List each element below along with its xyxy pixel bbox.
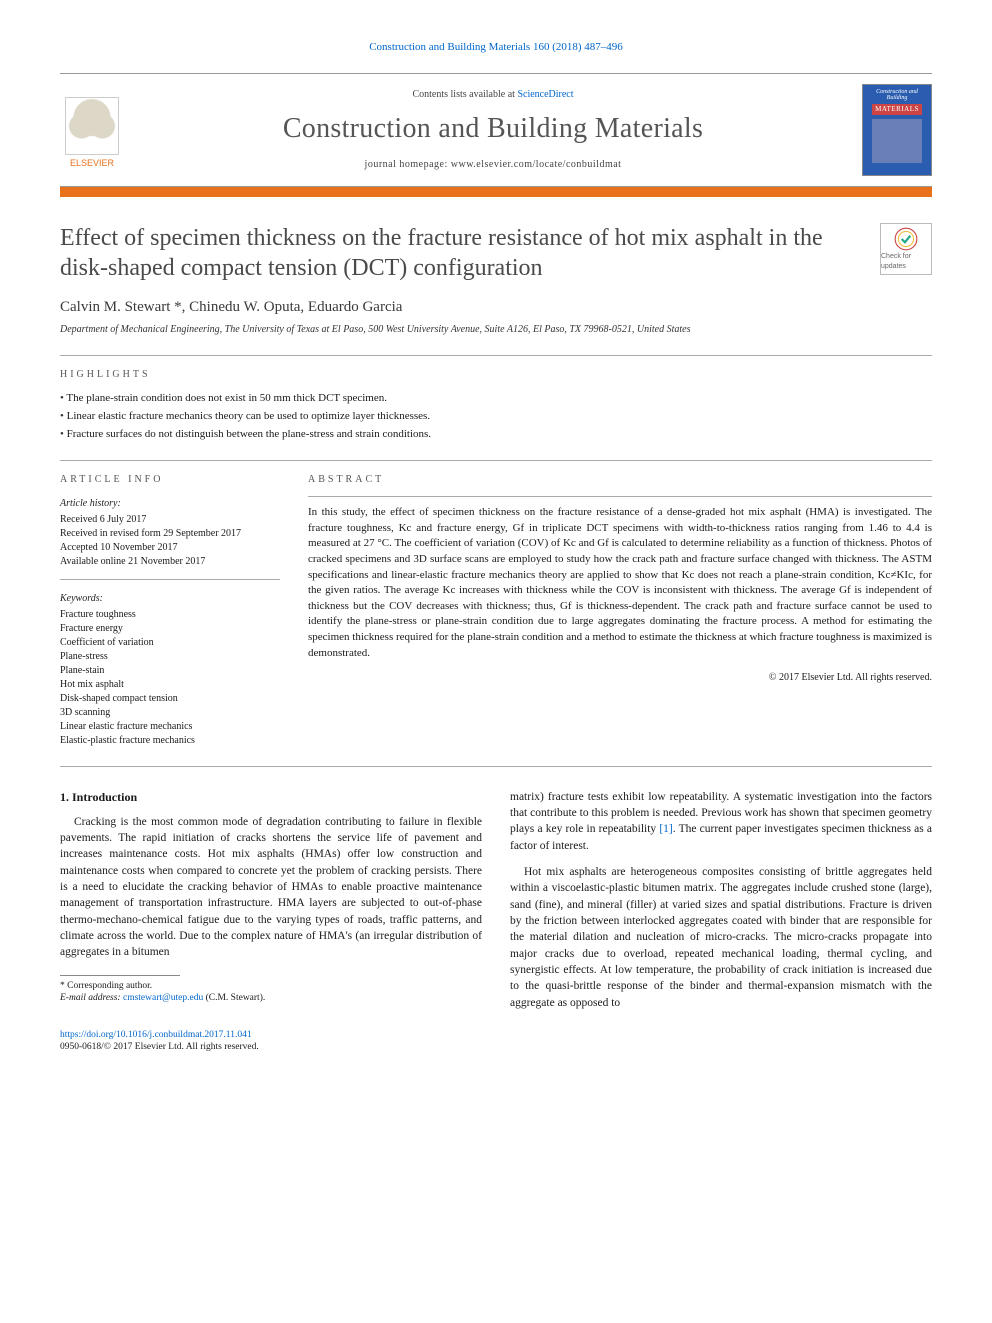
cover-band: MATERIALS: [872, 104, 922, 115]
article-info-column: article info Article history: Received 6…: [60, 473, 280, 748]
rule-2: [60, 460, 932, 461]
keyword: Fracture energy: [60, 622, 280, 636]
homepage-url[interactable]: www.elsevier.com/locate/conbuildmat: [451, 159, 622, 170]
rule-3: [60, 766, 932, 767]
email-who: (C.M. Stewart).: [203, 993, 265, 1003]
email-label: E-mail address:: [60, 993, 123, 1003]
masthead: ELSEVIER Contents lists available at Sci…: [60, 73, 932, 187]
email-link[interactable]: cmstewart@utep.edu: [123, 993, 203, 1003]
corresponding-author: * Corresponding author.: [60, 980, 482, 992]
rule-1: [60, 355, 932, 356]
elsevier-logo[interactable]: ELSEVIER: [60, 91, 124, 169]
intro-heading: 1. Introduction: [60, 789, 482, 806]
keyword: Linear elastic fracture mechanics: [60, 720, 280, 734]
keyword: Hot mix asphalt: [60, 678, 280, 692]
article-info-heading: article info: [60, 473, 280, 487]
cover-title: Construction and Building: [867, 89, 927, 102]
orange-rule: [60, 187, 932, 197]
highlight-item: The plane-strain condition does not exis…: [60, 391, 932, 406]
sciencedirect-link[interactable]: ScienceDirect: [517, 89, 573, 100]
crossmark-badge[interactable]: Check for updates: [880, 223, 932, 275]
intro-paragraph-1: Cracking is the most common mode of degr…: [60, 814, 482, 961]
history-received: Received 6 July 2017: [60, 513, 280, 527]
rule-abstract-top: [308, 496, 932, 497]
keywords-heading: Keywords:: [60, 592, 280, 606]
keyword: Plane-stain: [60, 664, 280, 678]
highlights-list: The plane-strain condition does not exis…: [60, 391, 932, 442]
issn-line: 0950-0618/© 2017 Elsevier Ltd. All right…: [60, 1041, 932, 1054]
journal-homepage: journal homepage: www.elsevier.com/locat…: [138, 158, 848, 172]
cover-image-placeholder: [872, 119, 922, 163]
keyword: Coefficient of variation: [60, 636, 280, 650]
affiliation: Department of Mechanical Engineering, Th…: [60, 323, 932, 337]
highlights-section: highlights The plane-strain condition do…: [60, 368, 932, 442]
keyword: Disk-shaped compact tension: [60, 692, 280, 706]
keyword: Plane-stress: [60, 650, 280, 664]
page-footer: https://doi.org/10.1016/j.conbuildmat.20…: [60, 1029, 932, 1055]
masthead-center: Contents lists available at ScienceDirec…: [138, 88, 848, 171]
body-columns: 1. Introduction Cracking is the most com…: [60, 789, 932, 1013]
homepage-prefix: journal homepage:: [365, 159, 451, 170]
abstract-copyright: © 2017 Elsevier Ltd. All rights reserved…: [308, 671, 932, 685]
keyword: Elastic-plastic fracture mechanics: [60, 734, 280, 748]
abstract-text: In this study, the effect of specimen th…: [308, 505, 932, 661]
journal-name: Construction and Building Materials: [138, 110, 848, 148]
highlight-item: Fracture surfaces do not distinguish bet…: [60, 427, 932, 442]
history-revised: Received in revised form 29 September 20…: [60, 527, 280, 541]
history-heading: Article history:: [60, 497, 280, 511]
footnote-block: * Corresponding author. E-mail address: …: [60, 980, 482, 1005]
intro-paragraph-3: Hot mix asphalts are heterogeneous compo…: [510, 864, 932, 1011]
keyword: 3D scanning: [60, 706, 280, 720]
abstract-heading: abstract: [308, 473, 932, 487]
authors: Calvin M. Stewart *, Chinedu W. Oputa, E…: [60, 297, 932, 317]
title-row: Effect of specimen thickness on the frac…: [60, 223, 932, 283]
highlight-item: Linear elastic fracture mechanics theory…: [60, 409, 932, 424]
footnote-rule: [60, 975, 180, 976]
page-container: Construction and Building Materials 160 …: [0, 0, 992, 1084]
highlights-heading: highlights: [60, 368, 932, 382]
intro-paragraph-2: matrix) fracture tests exhibit low repea…: [510, 789, 932, 854]
abstract-column: abstract In this study, the effect of sp…: [308, 473, 932, 748]
doi-link[interactable]: https://doi.org/10.1016/j.conbuildmat.20…: [60, 1029, 932, 1042]
contents-prefix: Contents lists available at: [412, 89, 517, 100]
article-title: Effect of specimen thickness on the frac…: [60, 223, 864, 283]
elsevier-logo-label: ELSEVIER: [70, 157, 114, 169]
crossmark-label: Check for updates: [881, 252, 931, 271]
rule-info-mid: [60, 579, 280, 580]
check-updates-icon: [893, 226, 919, 252]
history-online: Available online 21 November 2017: [60, 555, 280, 569]
history-accepted: Accepted 10 November 2017: [60, 541, 280, 555]
elsevier-tree-icon: [65, 97, 119, 155]
contents-line: Contents lists available at ScienceDirec…: [138, 88, 848, 102]
journal-cover-thumb[interactable]: Construction and Building MATERIALS: [862, 84, 932, 176]
info-abstract-row: article info Article history: Received 6…: [60, 473, 932, 748]
authors-list: Calvin M. Stewart *, Chinedu W. Oputa, E…: [60, 299, 402, 315]
journal-reference: Construction and Building Materials 160 …: [60, 40, 932, 55]
keyword: Fracture toughness: [60, 608, 280, 622]
citation-1[interactable]: [1]: [659, 823, 672, 835]
